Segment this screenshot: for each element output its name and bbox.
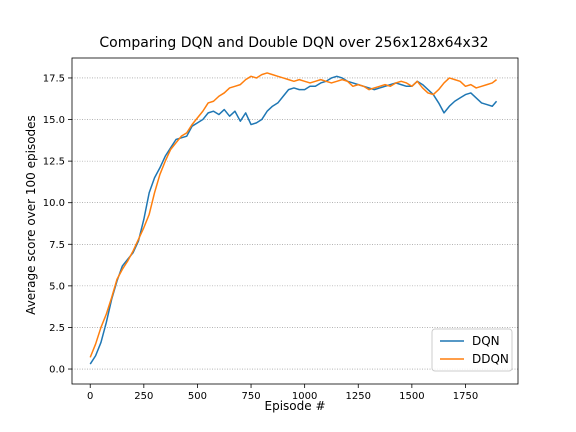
x-tick-label-7: 1750 [453,391,478,402]
x-tick-label-3: 750 [241,391,260,402]
x-tick-label-6: 1500 [399,391,424,402]
legend-label-dqn: DQN [472,334,500,348]
y-axis-ticks: 0.0 2.5 5.0 7.5 10.0 12.5 15.0 17.5 [43,73,72,376]
series-line-dqn [89,75,498,365]
grid-lines [72,77,518,370]
x-tick-label-0: 0 [87,391,93,402]
y-tick-label-0: 0.0 [49,365,65,376]
y-tick-label-7: 17.5 [43,73,65,84]
legend-box [431,328,513,372]
series-lines [89,72,498,365]
x-axis-label: Episode # [265,399,326,413]
y-tick-label-4: 10.0 [43,198,65,209]
y-tick-label-3: 7.5 [49,240,65,251]
plot-frame [71,57,519,385]
y-tick-label-5: 12.5 [43,157,65,168]
series-line-ddqn [89,72,498,358]
x-tick-label-5: 1250 [346,391,371,402]
x-tick-label-2: 500 [188,391,207,402]
legend-label-ddqn: DDQN [472,352,509,366]
y-tick-label-6: 15.0 [43,115,65,126]
y-tick-label-1: 2.5 [49,323,65,334]
chart-title: Comparing DQN and Double DQN over 256x12… [99,35,488,51]
x-tick-label-4: 1000 [292,391,317,402]
x-axis-ticks: 0 250 500 750 1000 1250 1500 1750 [87,384,478,402]
legend: DQN DDQN [431,328,513,372]
x-tick-label-1: 250 [134,391,153,402]
y-tick-label-2: 5.0 [49,281,65,292]
y-axis-label: Average score over 100 episodes [24,115,38,315]
